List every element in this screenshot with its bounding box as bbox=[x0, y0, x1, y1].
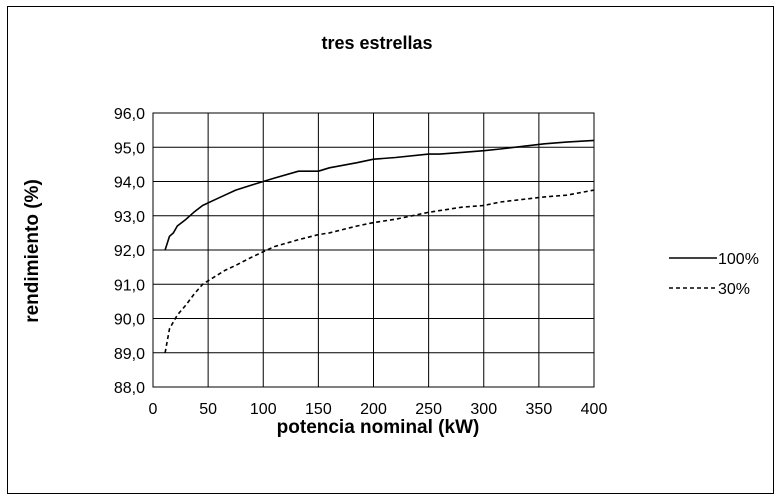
y-tick-label: 92,0 bbox=[114, 243, 145, 260]
x-tick-label: 100 bbox=[250, 401, 277, 418]
x-tick-label: 50 bbox=[199, 401, 217, 418]
series-line-2 bbox=[164, 189, 595, 353]
series-lines bbox=[164, 139, 595, 353]
legend: 100% 30% bbox=[669, 251, 759, 298]
x-tick-label: 150 bbox=[305, 401, 332, 418]
y-tick-labels: 88,0 89,0 90,0 91,0 92,0 93,0 94,0 95,0 96,0 bbox=[114, 106, 145, 397]
x-tick-label: 400 bbox=[581, 401, 608, 418]
y-tick-label: 88,0 bbox=[114, 380, 145, 397]
legend-label-2: 30% bbox=[718, 281, 750, 298]
y-tick-label: 90,0 bbox=[114, 312, 145, 329]
x-tick-label: 300 bbox=[470, 401, 497, 418]
gridlines bbox=[152, 112, 595, 388]
y-axis-title: rendimiento (%) bbox=[22, 179, 43, 323]
series-line-1 bbox=[164, 139, 595, 251]
x-tick-labels: 0 50 100 150 200 250 300 350 400 bbox=[149, 401, 608, 418]
x-tick-label: 250 bbox=[415, 401, 442, 418]
chart-title: tres estrellas bbox=[321, 33, 432, 53]
y-tick-label: 93,0 bbox=[114, 209, 145, 226]
y-tick-label: 96,0 bbox=[114, 106, 145, 123]
y-tick-label: 94,0 bbox=[114, 175, 145, 192]
x-axis-title: potencia nominal (kW) bbox=[277, 417, 480, 438]
y-tick-label: 95,0 bbox=[114, 140, 145, 157]
y-tick-label: 89,0 bbox=[114, 346, 145, 363]
x-tick-label: 0 bbox=[149, 401, 158, 418]
legend-label-1: 100% bbox=[718, 251, 759, 268]
y-tick-label: 91,0 bbox=[114, 277, 145, 294]
x-tick-label: 200 bbox=[360, 401, 387, 418]
x-tick-label: 350 bbox=[526, 401, 553, 418]
